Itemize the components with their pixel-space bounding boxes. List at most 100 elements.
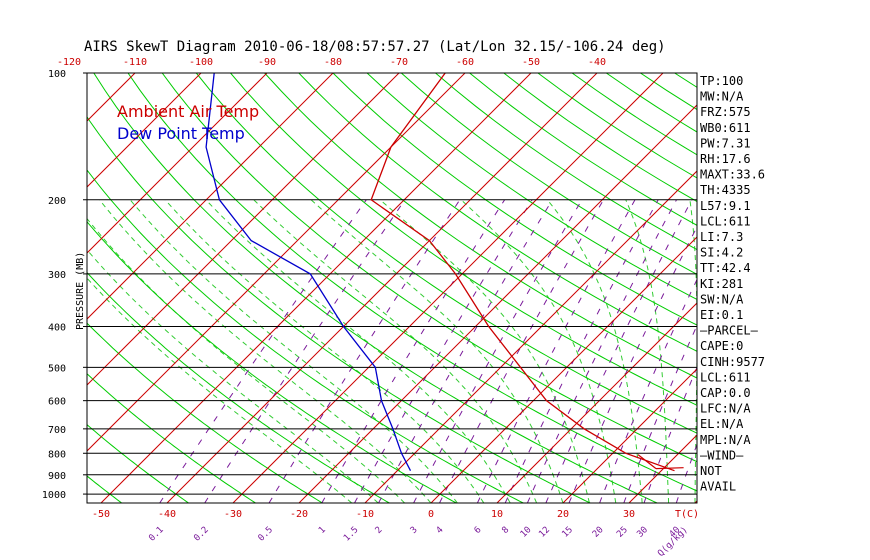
dewpoint-profile [205,73,412,471]
stability-index: KI:281 [700,277,743,291]
dry-adiabat-line [87,322,323,503]
mixing-ratio-line [413,199,583,503]
mixing-ratio-line [526,199,677,503]
moist-adiabat-line [129,199,458,503]
stability-index: CINH:9577 [700,355,765,369]
pressure-tick-label: 800 [48,449,66,460]
stability-index: SW:N/A [700,292,744,306]
stability-index: —PARCEL— [700,324,759,338]
isotherm-line [761,73,870,503]
mixing-ratio-line [599,278,697,503]
bottom-temp-tick-label: -40 [158,509,176,520]
moist-adiabat-line [87,217,405,503]
bottom-temp-tick-label: -50 [92,509,110,520]
dry-adiabat-line [811,73,870,503]
isotherm-line [496,302,697,503]
stability-index: L57:9.1 [700,199,751,213]
mixing-ratio-tick-label: 2 [374,525,385,536]
dry-adiabat-line [195,73,697,434]
moist-adiabat-line [310,199,564,503]
top-temp-tick-label: -100 [189,57,213,68]
mixing-ratio-tick-label: 6 [473,525,484,536]
isotherm-line [87,73,334,320]
top-temp-tick-label: -40 [588,57,606,68]
isotherm-line [827,73,870,503]
mixing-ratio-line [378,199,553,503]
moist-adiabat-line [379,199,590,503]
dry-adiabat-line [332,73,697,326]
stability-index: MPL:N/A [700,433,751,447]
mixing-ratio-tick-label: 8 [500,525,511,536]
stability-index: MAXT:33.6 [700,168,765,182]
stability-index: LI:7.3 [700,230,743,244]
isotherm-line [87,73,466,452]
isotherm-line [87,73,136,122]
top-temp-tick-label: -50 [522,57,540,68]
stability-index: WB0:611 [700,121,751,135]
pressure-tick-label: 700 [48,425,66,436]
dry-adiabats [87,73,870,503]
legend-ambient: Ambient Air Temp [117,102,259,121]
isotherm-line [87,73,202,188]
mixing-ratio-tick-label: 0.2 [192,525,211,544]
isotherm-line [232,73,664,503]
mixing-ratio-tick-label: 12 [537,525,552,540]
dry-adiabat-line [87,271,390,503]
dry-adiabat-line [87,169,524,503]
stability-index: FRZ:575 [700,105,751,119]
moist-adiabat-line [205,199,511,503]
dry-adiabat-line [87,424,189,503]
mixing-ratio-line [545,199,693,503]
isotherm-line [100,73,532,503]
isobars [87,73,697,495]
pressure-tick-label: 300 [48,270,66,281]
mixing-ratio-line [675,442,697,503]
isotherm-line [166,73,598,503]
moist-adiabat-line [87,277,353,503]
mixing-ratio-line [643,366,697,503]
isotherm-line [562,368,697,503]
mixing-ratio-line [504,199,659,503]
mixing-ratio-tick-label: 10 [519,525,534,540]
dry-adiabat-line [469,73,697,226]
isotherm-line [0,73,69,503]
stability-index: TP:100 [700,74,743,88]
mixing-ratio-tick-label: 15 [560,525,575,540]
stability-index: EI:0.1 [700,308,743,322]
dry-adiabat-line [87,373,256,503]
moist-adiabat-line [547,199,643,503]
mixing-ratio-line [204,199,406,503]
moist-adiabats [87,199,697,503]
stability-index: LFC:N/A [700,402,751,416]
mixing-ratio-tick-label: 0.5 [257,525,276,544]
isotherm-line [87,73,268,254]
dry-adiabat-line [743,73,870,503]
mixing-ratio-tick-label: 1 [317,525,328,536]
top-temp-tick-label: -120 [57,57,81,68]
mixing-ratio-line [476,199,636,503]
bottom-temp-tick-label: T(C) [675,509,699,520]
mixing-ratio-line [159,199,367,503]
dry-adiabat-line [87,116,591,503]
grid-lines [0,73,870,503]
pressure-tick-label: 400 [48,323,66,334]
stability-index: RH:17.6 [700,152,751,166]
moist-adiabat-line [87,249,379,503]
mixing-ratio-lines [159,199,697,503]
pressure-tick-label: 200 [48,196,66,207]
stability-index: PW:7.31 [700,136,751,150]
stability-index: MW:N/A [700,90,744,104]
profile-series [205,73,684,472]
isotherms [0,73,870,503]
stability-index: —WIND— [700,448,744,462]
dry-adiabat-line [264,73,697,379]
dry-adiabat-line [503,73,697,203]
mixing-ratio-tick-label: 25 [615,525,630,540]
mixing-ratio-line [268,199,461,503]
bottom-temp-tick-label: 10 [491,509,503,520]
pressure-tick-label: 900 [48,471,66,482]
dry-adiabat-line [777,73,870,503]
stability-index: SI:4.2 [700,246,743,260]
